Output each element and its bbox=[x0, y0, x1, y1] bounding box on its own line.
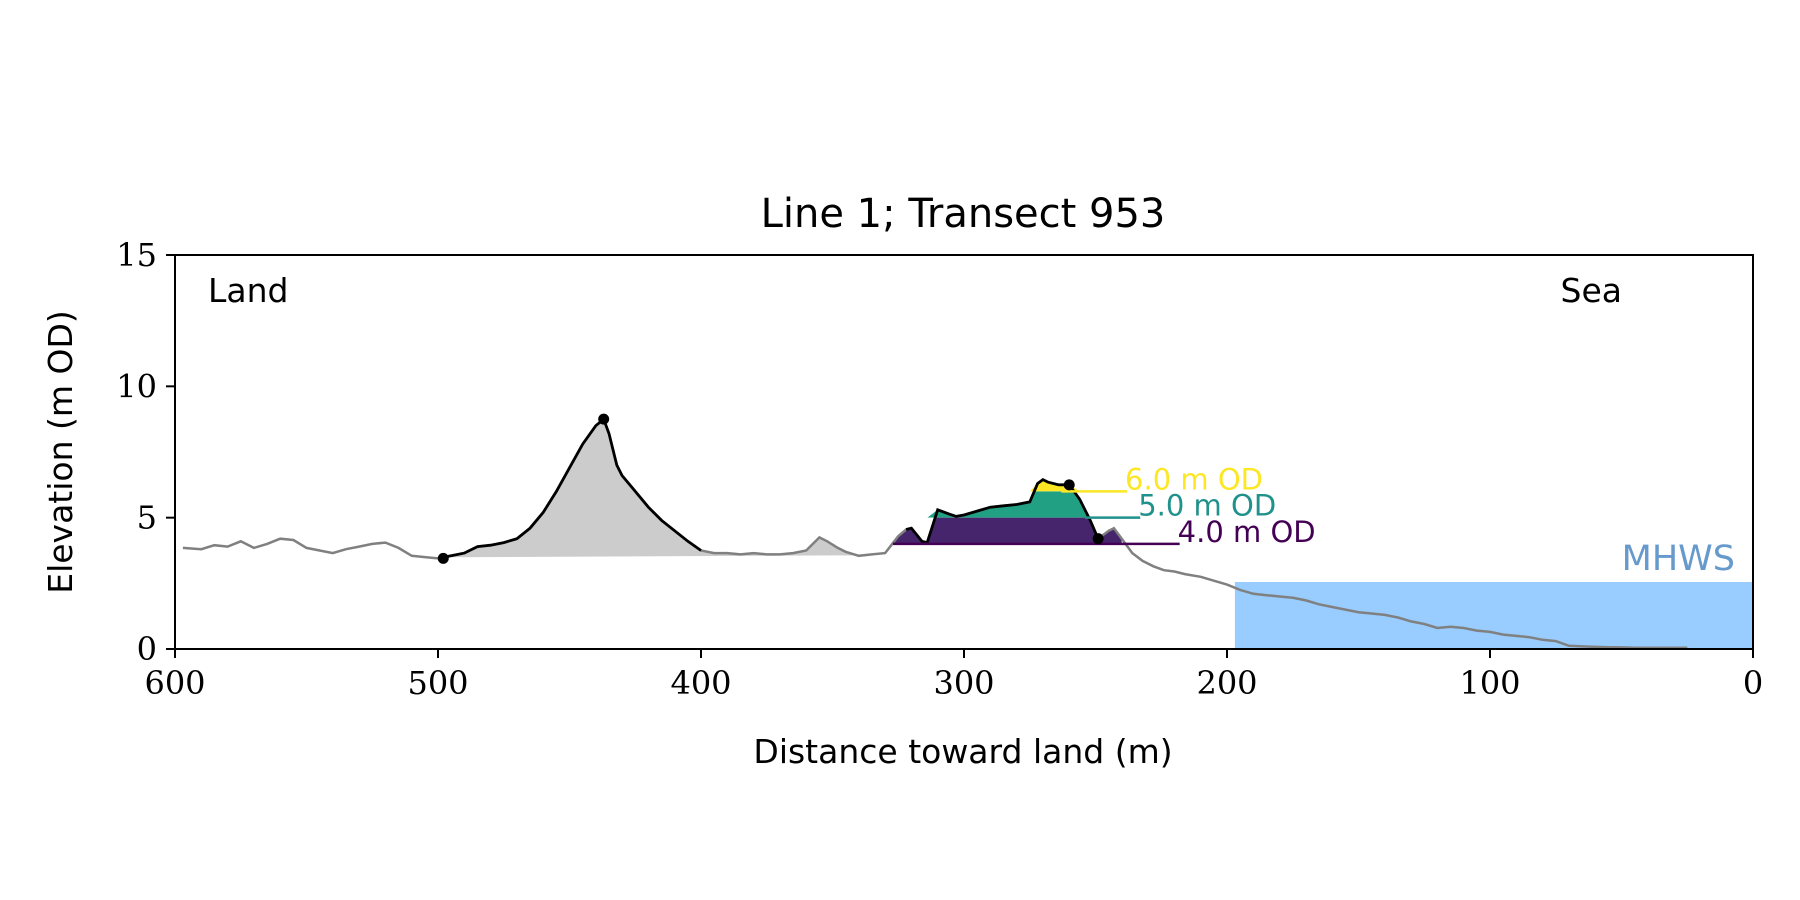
mhws-area bbox=[1234, 582, 1753, 649]
marker-2 bbox=[1063, 479, 1075, 491]
x-axis-label: Distance toward land (m) bbox=[753, 732, 1172, 771]
marker-1 bbox=[598, 413, 610, 425]
volume-bands bbox=[893, 479, 1122, 544]
marker-3 bbox=[1092, 533, 1104, 545]
x-tick-label-2: 400 bbox=[670, 664, 731, 702]
marker-0 bbox=[437, 552, 449, 564]
x-axis: 600 500 400 300 200 100 0 bbox=[144, 649, 1763, 702]
od-label-1: 5.0 m OD bbox=[1138, 489, 1276, 523]
x-tick-label-0: 600 bbox=[144, 664, 205, 702]
y-tick-label-0: 0 bbox=[137, 630, 157, 668]
od-level-labels: 6.0 m OD5.0 m OD4.0 m OD bbox=[1125, 462, 1316, 549]
y-tick-label-1: 5 bbox=[137, 499, 157, 537]
od-label-0: 6.0 m OD bbox=[1125, 462, 1263, 496]
volume-band-2 bbox=[893, 479, 1122, 492]
y-tick-label-2: 10 bbox=[116, 367, 157, 405]
land-label: Land bbox=[208, 271, 288, 310]
x-tick-label-5: 100 bbox=[1459, 664, 1520, 702]
od-label-2: 4.0 m OD bbox=[1178, 515, 1316, 549]
volume-band-1 bbox=[927, 491, 1091, 518]
od-level-lines bbox=[892, 490, 1180, 546]
y-tick-label-3: 15 bbox=[116, 236, 157, 274]
markers bbox=[437, 413, 1104, 564]
dune-profile-line-1 bbox=[443, 416, 702, 559]
y-axis: 0 5 10 15 bbox=[116, 236, 175, 668]
y-axis-label: Elevation (m OD) bbox=[41, 310, 80, 594]
x-tick-label-3: 300 bbox=[933, 664, 994, 702]
dune-volume-fill bbox=[443, 419, 865, 558]
x-tick-label-1: 500 bbox=[407, 664, 468, 702]
x-tick-label-4: 200 bbox=[1196, 664, 1257, 702]
volume-band-0 bbox=[893, 517, 1122, 544]
x-tick-label-6: 0 bbox=[1743, 664, 1763, 702]
sea-label: Sea bbox=[1561, 271, 1622, 310]
chart-title: Line 1; Transect 953 bbox=[761, 191, 1166, 237]
plot-area bbox=[182, 413, 1753, 649]
mhws-label: MHWS bbox=[1622, 539, 1735, 579]
